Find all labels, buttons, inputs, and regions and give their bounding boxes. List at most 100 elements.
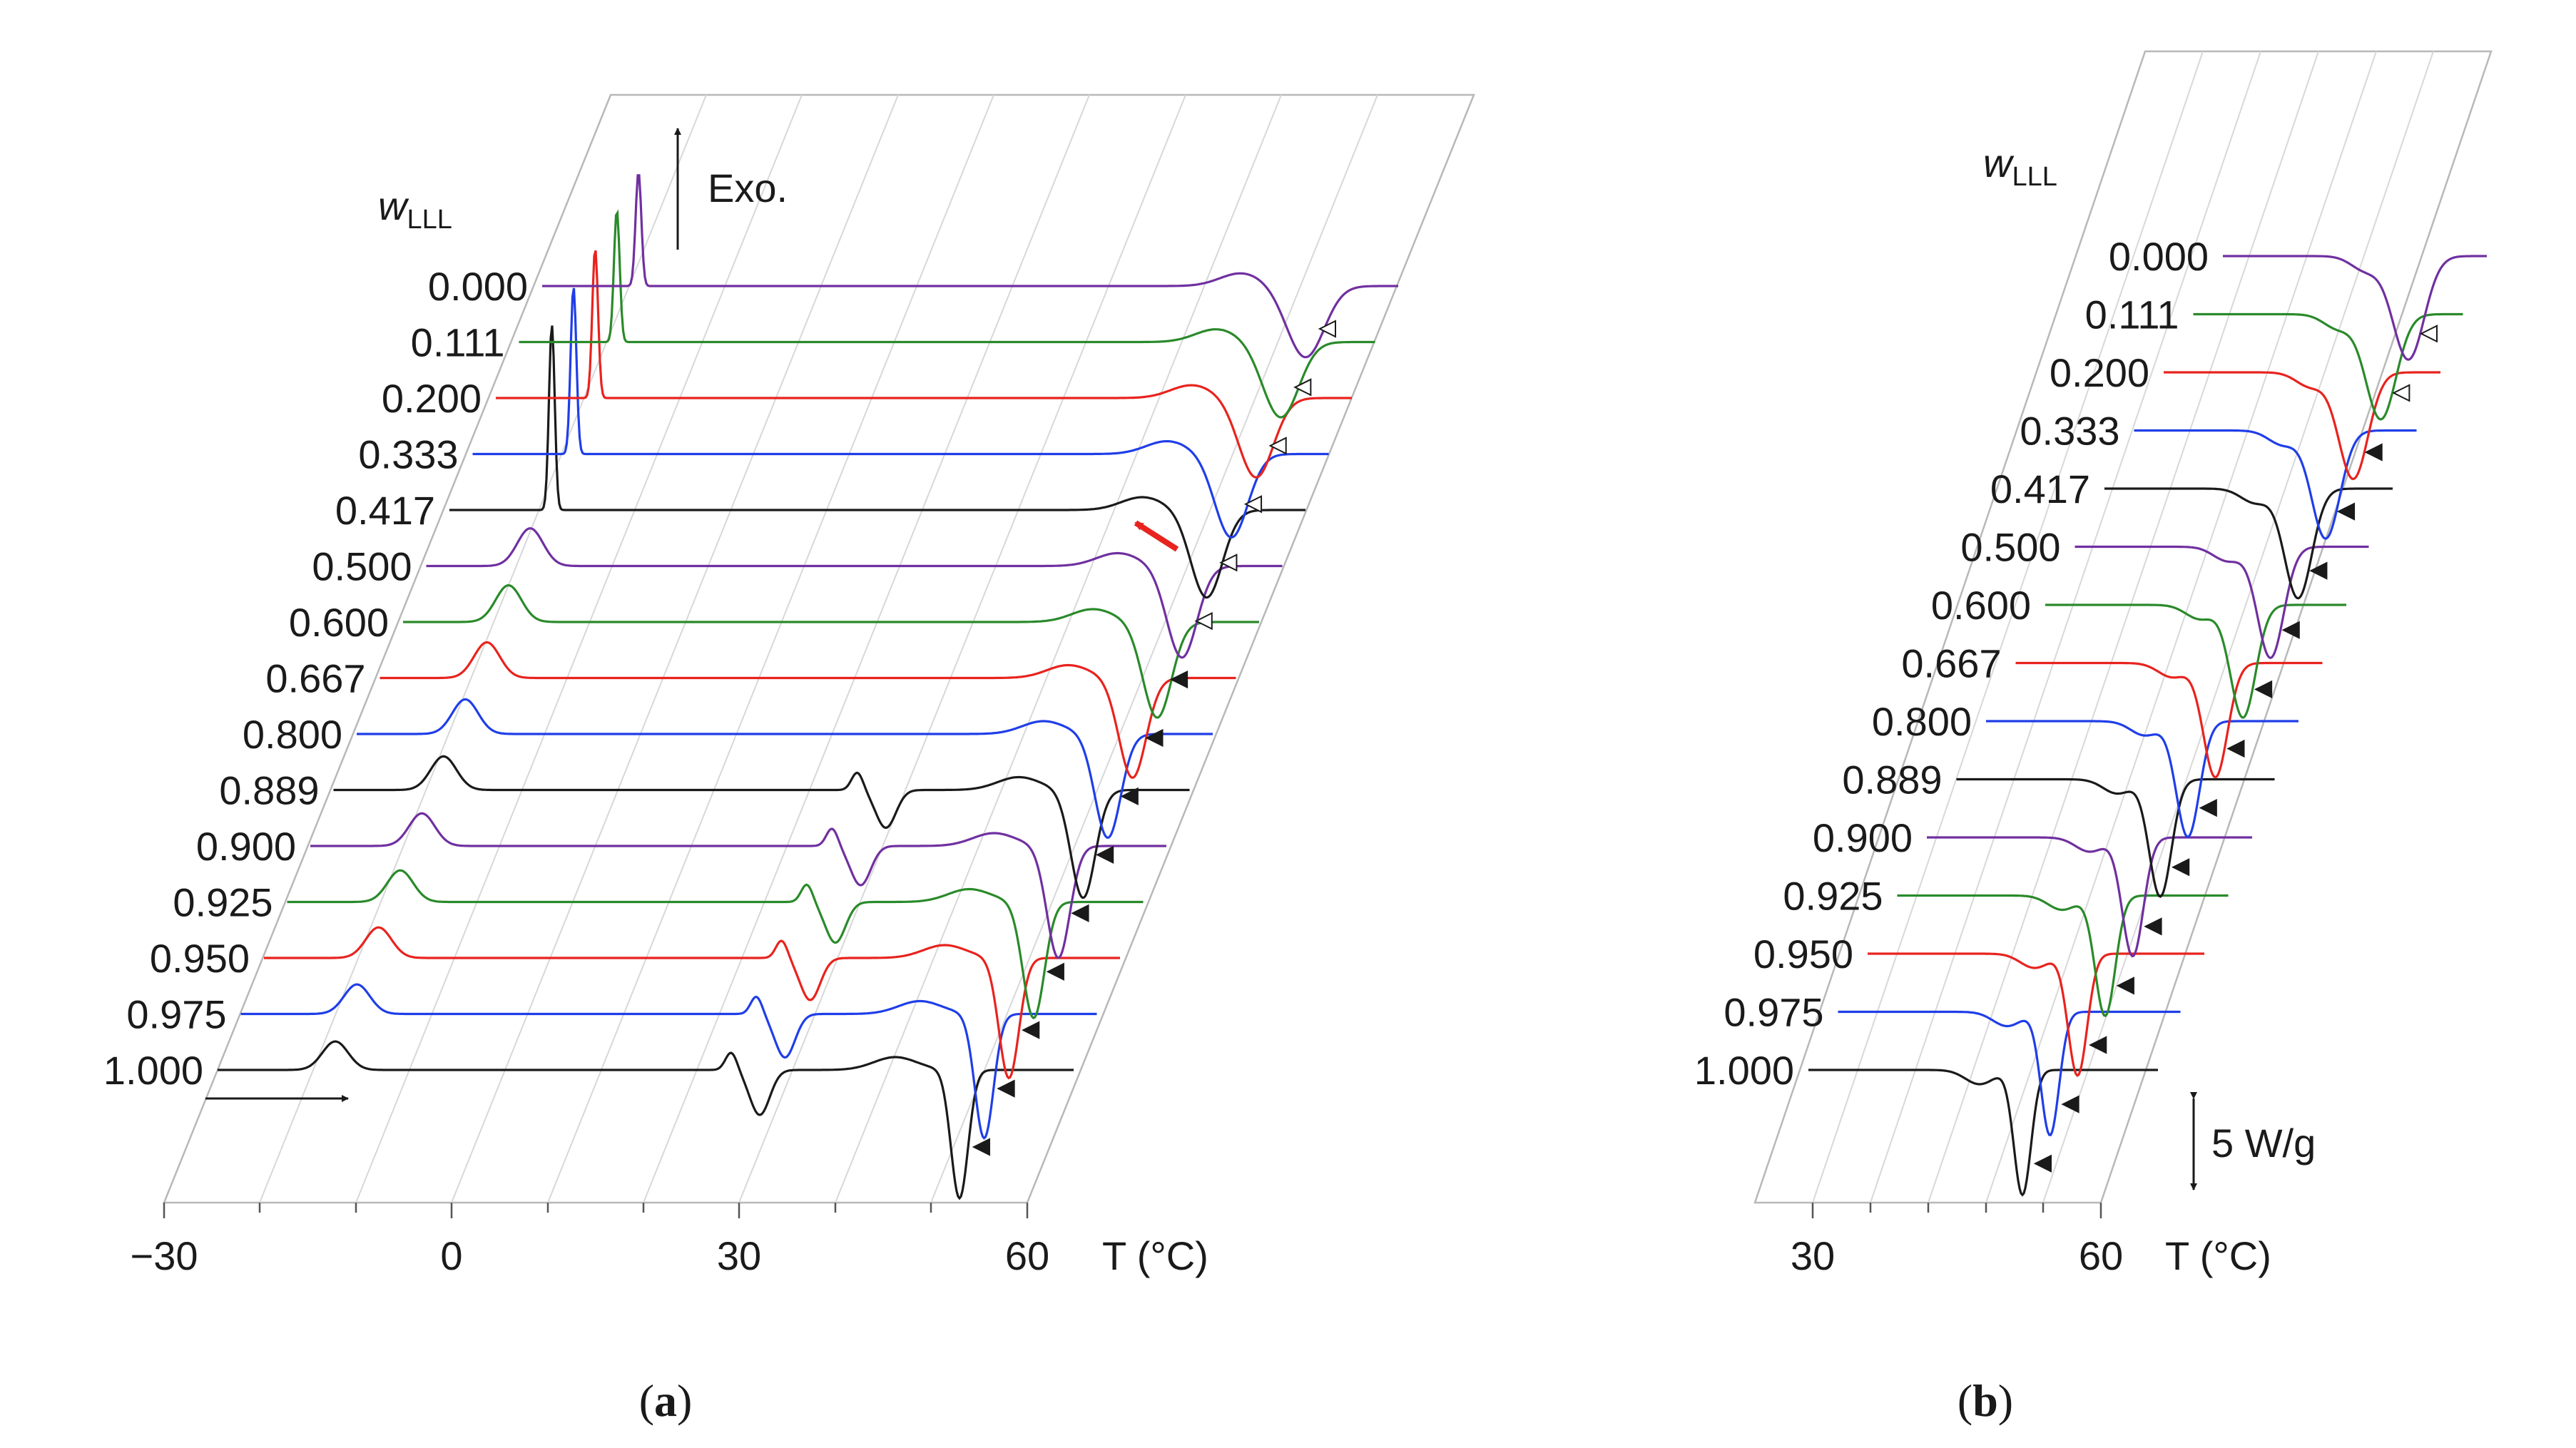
endset-marker-open (1293, 378, 1312, 397)
panel-a-tick-label: 0 (440, 1233, 462, 1278)
dsc-curve (2045, 603, 2346, 719)
gridline (355, 94, 803, 1203)
dsc-curve (1838, 1010, 2181, 1136)
series-label: 0.900 (1813, 815, 1913, 860)
dsc-curve (1808, 1069, 2158, 1197)
gridline (1870, 51, 2261, 1203)
series-label: 0.333 (2020, 409, 2119, 454)
endset-marker-filled (2061, 1095, 2079, 1113)
gridline (930, 94, 1378, 1203)
panel-a: −30 0 30 60 T (°C) wLLL Exo. 1.000 0.975 0… (103, 93, 1475, 1426)
gridline (2042, 51, 2434, 1203)
scale-label: 5 W/g (2211, 1121, 2316, 1166)
series-label: 0.889 (1842, 758, 1942, 802)
panel-b-labels: 1.000 0.975 0.950 0.925 0.900 0.889 0.800 0.667… (1694, 234, 2209, 1093)
dsc-curve (240, 983, 1097, 1140)
dsc-curve (2074, 545, 2369, 660)
endset-marker-open (1194, 612, 1213, 631)
endset-marker-filled (2226, 739, 2245, 758)
endset-marker-filled (972, 1138, 990, 1156)
series-label: 0.600 (289, 600, 389, 645)
series-label: 0.925 (173, 880, 273, 925)
panel-a-curves (218, 174, 1398, 1200)
gridline (738, 94, 1186, 1203)
series-header-sub: LLL (407, 205, 452, 235)
endset-marker-filled (1169, 670, 1188, 689)
highlight-arrow (1134, 520, 1179, 552)
gridline (1928, 51, 2319, 1203)
dsc-curve (2015, 661, 2323, 779)
series-label: 0.111 (411, 320, 505, 365)
dsc-curve (1868, 952, 2204, 1078)
series-label: 0.800 (243, 712, 342, 757)
panel-b: 30 60 T (°C) wLLL 5 W/g 1.000 0.975 0.950 0… (1694, 50, 2493, 1426)
endset-marker-open (1243, 495, 1263, 514)
endset-marker-open (1268, 437, 1287, 455)
panel-b-tick-label: 30 (1791, 1233, 1835, 1278)
endset-marker-filled (2089, 1036, 2107, 1054)
series-label: 0.000 (428, 264, 528, 309)
panel-a-tick-label: 30 (717, 1233, 761, 1278)
endset-marker-open (1318, 320, 1336, 338)
endset-marker-filled (1071, 904, 1089, 922)
endset-marker-filled (1095, 845, 1114, 864)
gridline (259, 94, 707, 1203)
series-label: 0.000 (2109, 234, 2209, 279)
panel-a-labels: 1.000 0.975 0.950 0.925 0.900 0.889 0.800 0.667… (103, 264, 528, 1093)
series-label: 0.950 (150, 936, 250, 981)
series-label: 0.500 (1960, 525, 2060, 570)
series-label: 1.000 (103, 1048, 203, 1093)
series-label: 0.889 (219, 768, 319, 813)
dsc-curve (2164, 371, 2440, 481)
panel-b-ticks (1811, 1203, 2102, 1218)
series-label: 0.975 (1724, 990, 1823, 1035)
dsc-curve (403, 583, 1259, 719)
endset-marker-filled (1046, 962, 1064, 981)
endset-marker-filled (2199, 798, 2217, 817)
series-label: 0.800 (1872, 699, 1972, 744)
dsc-curve (542, 174, 1398, 359)
exo-label: Exo. (708, 165, 788, 210)
endset-marker-open (2392, 384, 2410, 402)
dsc-curve (380, 641, 1236, 779)
panel-a-tick-label: 60 (1005, 1233, 1049, 1278)
dsc-curve (2193, 312, 2463, 421)
dsc-curve (519, 209, 1375, 419)
series-label: 0.667 (265, 656, 365, 701)
panel-a-tick-label: −30 (131, 1233, 198, 1278)
panel-b-x-axis-label: T (°C) (2165, 1233, 2271, 1278)
panel-a-gridlines (259, 94, 1378, 1203)
panel-b-caption: (b) (1958, 1375, 2013, 1426)
dsc-curve (333, 755, 1190, 899)
series-label: 0.417 (335, 488, 435, 533)
gridline (451, 94, 899, 1203)
series-label: 0.111 (2085, 292, 2179, 337)
endset-marker-filled (2336, 502, 2356, 521)
series-header-sub: LLL (2012, 162, 2057, 192)
endset-marker-filled (2171, 858, 2190, 877)
gridline (547, 94, 994, 1203)
endset-marker-filled (1120, 787, 1139, 806)
dsc-curve (472, 287, 1329, 539)
dsc-curve (1986, 720, 2298, 838)
series-header-w: w (378, 183, 409, 228)
endset-marker-filled (2309, 561, 2328, 580)
endset-marker-open (1219, 554, 1238, 572)
series-label: 0.667 (1901, 641, 2001, 686)
endset-marker-filled (997, 1079, 1015, 1098)
endset-marker-open (2419, 325, 2438, 343)
series-label: 0.900 (196, 824, 296, 869)
panel-b-tick-label: 60 (2079, 1233, 2123, 1278)
dsc-curve (357, 698, 1213, 839)
panel-a-ticks (163, 1203, 1029, 1218)
endset-marker-filled (2144, 917, 2162, 936)
series-label: 0.950 (1753, 932, 1853, 977)
endset-marker-filled (2281, 621, 2300, 639)
series-label: 0.417 (1990, 466, 2090, 511)
endset-marker-filled (2116, 977, 2134, 995)
series-label: 0.200 (382, 376, 482, 421)
endset-marker-filled (1022, 1021, 1040, 1039)
gridline (643, 94, 1090, 1203)
panel-b-gridlines (1812, 51, 2434, 1203)
endset-marker-filled (2364, 443, 2383, 462)
